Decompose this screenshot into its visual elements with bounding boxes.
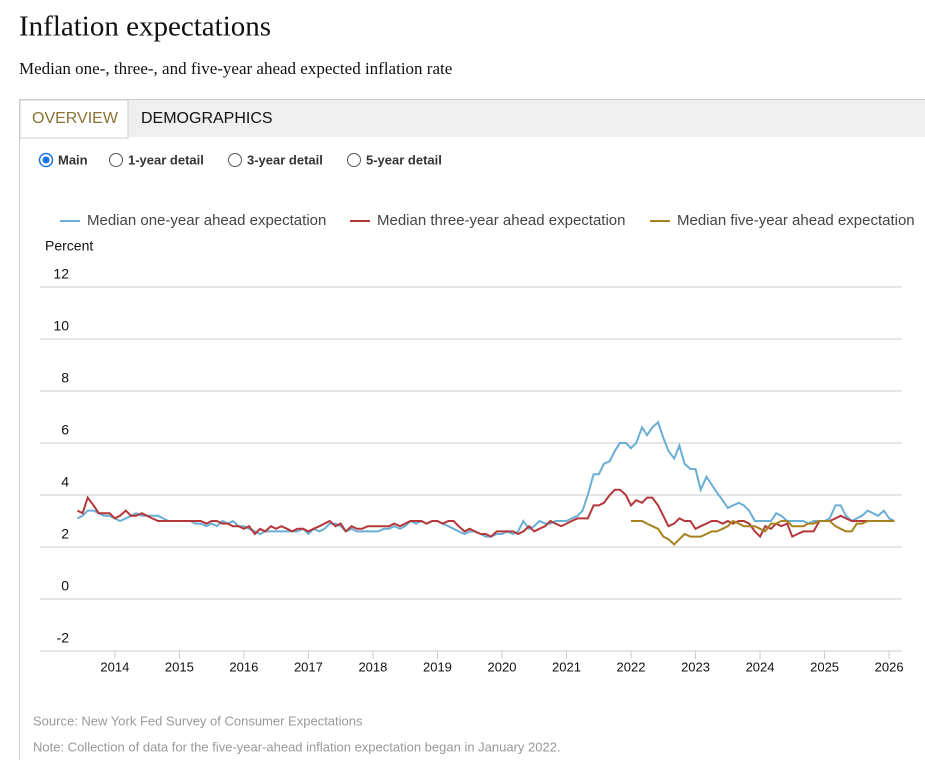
x-tick-label: 2023 [681,659,710,674]
x-tick-label: 2019 [423,659,452,674]
x-tick-label: 2015 [165,659,194,674]
radio[interactable] [228,153,242,167]
x-tick-label: 2024 [746,659,775,674]
x-tick-label: 2017 [294,659,323,674]
source: Source: New York Fed Survey of Consumer … [33,713,363,728]
x-tick-label: 2022 [617,659,646,674]
radio[interactable] [347,153,361,167]
x-tick-label: 2016 [229,659,258,674]
radio-label[interactable]: 3-year detail [247,152,323,167]
radio-label[interactable]: 5-year detail [366,152,442,167]
y-tick-label: 12 [53,266,69,282]
y-axis-label: Percent [45,238,93,254]
tab[interactable]: DEMOGRAPHICS [141,110,273,127]
y-tick-label: 10 [53,318,69,334]
tab-active[interactable] [19,99,129,139]
radio-label[interactable]: 1-year detail [128,152,204,167]
page-title: Inflation expectations [19,11,271,43]
radio-label[interactable]: Main [58,152,88,167]
y-tick-label: 6 [61,422,69,438]
y-tick-label: 4 [61,474,69,490]
tab[interactable]: OVERVIEW [32,110,119,127]
x-tick-label: 2020 [488,659,517,674]
note: Note: Collection of data for the five-ye… [33,739,561,754]
x-tick-label: 2018 [358,659,387,674]
legend-label: Median three-year ahead expectation [377,212,626,229]
y-tick-label: 0 [61,578,69,594]
legend-label: Median one-year ahead expectation [87,212,326,229]
x-tick-label: 2014 [100,659,129,674]
x-tick-label: 2026 [875,659,904,674]
radio[interactable] [109,153,123,167]
legend-label: Median five-year ahead expectation [677,212,915,229]
series-line [631,519,895,546]
y-tick-label: -2 [57,630,70,646]
x-tick-label: 2025 [810,659,839,674]
series-line [76,488,895,539]
y-tick-label: 2 [61,526,69,542]
x-tick-label: 2021 [552,659,581,674]
series-line [76,420,895,538]
tab-bar [20,100,925,137]
subtitle: Median one-, three-, and five-year ahead… [19,59,452,78]
radio-dot [42,156,50,164]
panel [19,99,925,760]
y-tick-label: 8 [61,370,69,386]
